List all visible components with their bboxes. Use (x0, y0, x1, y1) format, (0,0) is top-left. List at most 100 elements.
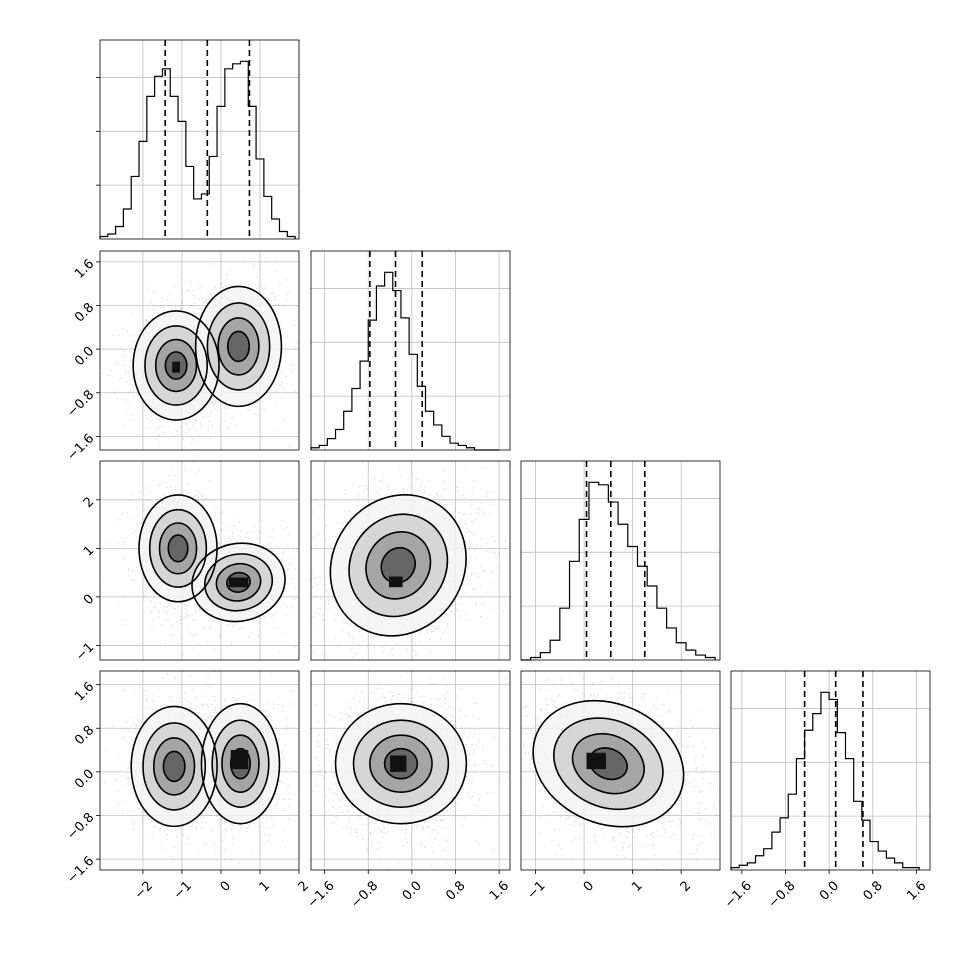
y-tick-label: 0.0 (72, 344, 97, 369)
contour-line-0-0 (130, 705, 218, 828)
density-panel-2-3 (521, 671, 720, 870)
hist-frame-0 (99, 39, 300, 240)
density-level-0-3 (163, 751, 185, 782)
x-tick-label: 1 (257, 878, 273, 894)
x-tick-label: 2 (678, 878, 694, 894)
contour-line-0-2 (154, 338, 198, 393)
x-tick-label: 1 (629, 878, 645, 894)
density-panel-1-2 (311, 461, 510, 660)
contour-line-0-2 (369, 734, 433, 793)
density-level-1-3 (227, 331, 250, 362)
y-tick-label: 0 (81, 592, 97, 608)
contour-line-0-1 (142, 722, 207, 811)
hist-panel-2 (521, 461, 720, 661)
hist-panel-3 (730, 671, 930, 870)
contour-line-0-3 (167, 534, 189, 563)
contour-line-1-1 (203, 553, 274, 612)
density-frame-0-3 (99, 670, 300, 871)
contour-line-0-1 (148, 508, 208, 588)
x-tick-label: 2 (296, 878, 312, 894)
density-frame-0-2 (99, 460, 300, 661)
x-tick-label: −0.8 (348, 878, 381, 911)
contour-line-0-1 (348, 513, 449, 618)
contour-line-0-3 (383, 747, 419, 780)
contour-line-1-0 (200, 702, 281, 825)
density-frame-1-2 (310, 460, 511, 661)
density-peak (390, 755, 407, 772)
y-tick-label: −0.8 (64, 810, 97, 843)
density-peak (388, 576, 403, 588)
x-tick-label: −1.6 (305, 878, 338, 911)
contour-line-0-3 (162, 750, 186, 783)
y-tick-label: 2 (81, 495, 97, 511)
density-peak (172, 361, 180, 373)
contour-line-0-0 (334, 702, 468, 825)
contour-line-0-1 (352, 719, 450, 808)
histogram-step-1 (310, 271, 500, 451)
histogram-step-0 (99, 60, 296, 239)
y-tick-label: 0.8 (72, 300, 97, 325)
contour-line-0-2 (158, 522, 198, 575)
density-frame-1-3 (310, 670, 511, 871)
density-content (100, 671, 299, 870)
density-panel-0-1 (100, 251, 299, 450)
x-tick-label: −1 (171, 878, 195, 902)
density-panel-0-3 (100, 671, 299, 870)
x-tick-label: 0.8 (861, 878, 886, 903)
contour-line-0-1 (553, 717, 664, 811)
y-tick-label: 0.0 (72, 767, 97, 792)
contour-line-1-1 (206, 302, 271, 391)
hist-frame-2 (520, 460, 721, 661)
x-tick-label: 1.6 (904, 878, 929, 903)
x-tick-label: −1 (524, 878, 548, 902)
contour-line-1-2 (217, 317, 260, 376)
contour-line-0-3 (380, 546, 416, 584)
x-tick-label: −0.8 (766, 878, 799, 911)
x-tick-label: 0.8 (443, 878, 468, 903)
y-tick-label: 1 (81, 543, 97, 559)
y-tick-label: 0.8 (72, 723, 97, 748)
contour-line-1-0 (191, 542, 286, 623)
density-panel-0-2 (100, 461, 299, 660)
density-level-0-3 (381, 547, 416, 583)
contour-line-1-3 (226, 571, 251, 593)
x-tick-label: −2 (132, 878, 156, 902)
hist-frame-3 (730, 670, 931, 871)
density-level-0-3 (168, 535, 188, 562)
y-tick-label: −1 (73, 640, 97, 664)
histogram-step-2 (521, 481, 716, 661)
hist-frame-1 (310, 250, 511, 451)
x-tick-label: 0 (581, 878, 597, 894)
density-frame-2-3 (520, 670, 721, 871)
density-frame-0-1 (99, 250, 300, 451)
density-panel-1-3 (311, 671, 510, 870)
contour-line-0-0 (329, 494, 467, 637)
y-tick-label: 1.6 (72, 679, 97, 704)
density-content (311, 671, 510, 870)
contour-line-0-2 (152, 737, 196, 796)
y-tick-label: 1.6 (72, 257, 97, 282)
x-tick-label: 0.0 (400, 878, 425, 903)
density-content (100, 251, 299, 450)
hist-panel-0 (96, 40, 300, 239)
y-tick-label: −0.8 (64, 387, 97, 420)
contour-line-1-2 (221, 734, 260, 793)
x-tick-label: −1.6 (722, 878, 755, 911)
x-tick-label: 0 (218, 878, 234, 894)
density-content (521, 671, 720, 870)
hist-panel-1 (310, 251, 510, 451)
contour-line-0-2 (365, 531, 432, 600)
density-peak (586, 752, 606, 770)
histogram-step-3 (730, 691, 920, 870)
contour-line-1-1 (211, 719, 270, 808)
contour-line-1-3 (226, 330, 251, 363)
x-tick-label: 1.6 (487, 878, 512, 903)
contour-line-0-1 (144, 325, 209, 406)
contour-line-0-0 (532, 699, 685, 828)
density-peak (230, 750, 249, 770)
contour-line-0-3 (164, 351, 188, 380)
scatter-points (521, 671, 716, 870)
contour-line-0-2 (571, 732, 645, 795)
contour-line-0-0 (132, 310, 220, 421)
